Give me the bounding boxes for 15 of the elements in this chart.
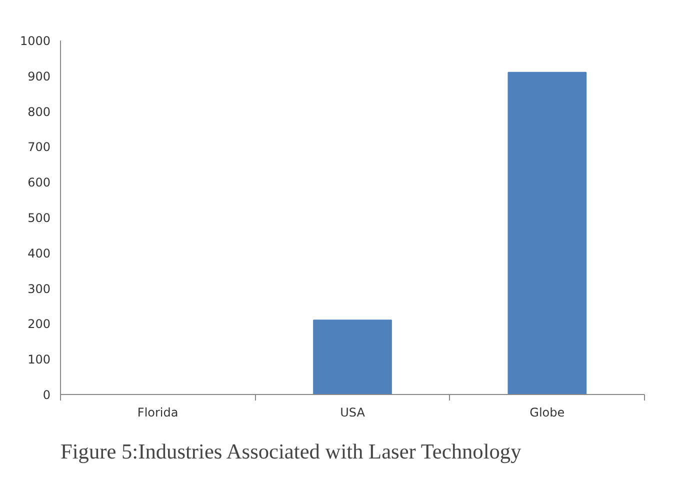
text: Figure 5:Industries Associated with Laser Technology bbox=[60, 440, 522, 464]
y-tick-label: 800 bbox=[28, 104, 50, 119]
y-tick-label: 100 bbox=[28, 352, 50, 367]
y-tick-label: 300 bbox=[28, 282, 50, 296]
y-tick-label: 200 bbox=[28, 317, 50, 332]
x-tick-label: USA bbox=[340, 406, 366, 420]
x-tick-label: Globe bbox=[530, 406, 565, 420]
x-tick-label: Florida bbox=[137, 406, 178, 420]
y-tick-label: 0 bbox=[42, 388, 51, 402]
y-tick-label: 400 bbox=[28, 246, 50, 260]
y-tick-label: 700 bbox=[28, 140, 50, 154]
y-tick-label: 1000 bbox=[20, 34, 51, 48]
y-tick-label: 500 bbox=[28, 211, 50, 225]
y-tick-label: 900 bbox=[28, 69, 50, 84]
y-tick-label: 600 bbox=[28, 176, 50, 190]
